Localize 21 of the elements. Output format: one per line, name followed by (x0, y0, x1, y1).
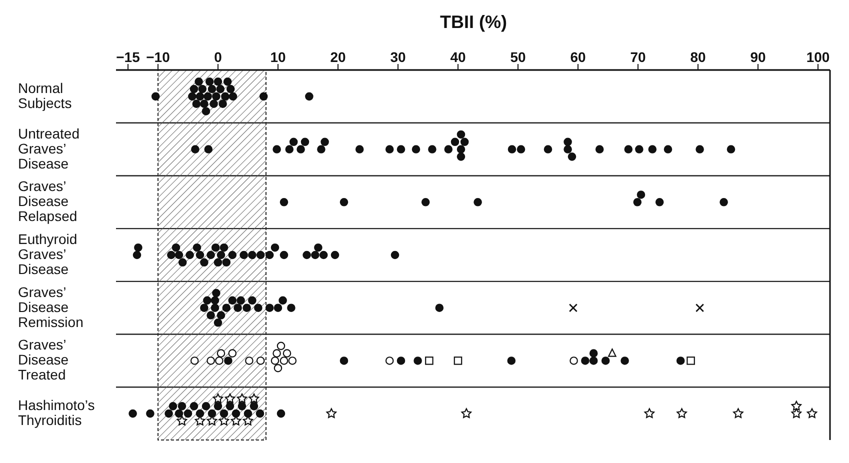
y-tick-label: Graves’ Disease Relapsed (18, 178, 78, 224)
x-axis-title: TBII (%) (439, 12, 508, 33)
x-tick-label: 30 (390, 49, 406, 65)
y-tick-label: Graves’ Disease Remission (18, 284, 84, 330)
x-tick-label: 0 (214, 49, 222, 65)
y-tick-label: Graves’ Disease Treated (18, 336, 69, 382)
x-tick-label: 100 (806, 49, 830, 65)
x-tick-label: 60 (570, 49, 586, 65)
x-tick-label: 50 (510, 49, 526, 65)
x-tick-label: 80 (690, 49, 706, 65)
y-tick-label: Hashimoto’s Thyroiditis (18, 396, 95, 428)
y-tick-label: Untreated Graves’ Disease (18, 124, 80, 171)
x-tick-label: −10 (146, 49, 170, 65)
x-tick-label: 70 (630, 49, 646, 65)
y-tick-label: Normal Subjects (18, 80, 72, 111)
x-tick-label: 20 (330, 49, 346, 65)
x-tick-label: 90 (750, 49, 766, 65)
x-tick-label: 10 (270, 49, 286, 65)
y-tick-label: Euthyroid Graves’ Disease (18, 230, 78, 277)
x-tick-label: −15 (116, 49, 140, 65)
x-tick-label: 40 (450, 49, 466, 65)
